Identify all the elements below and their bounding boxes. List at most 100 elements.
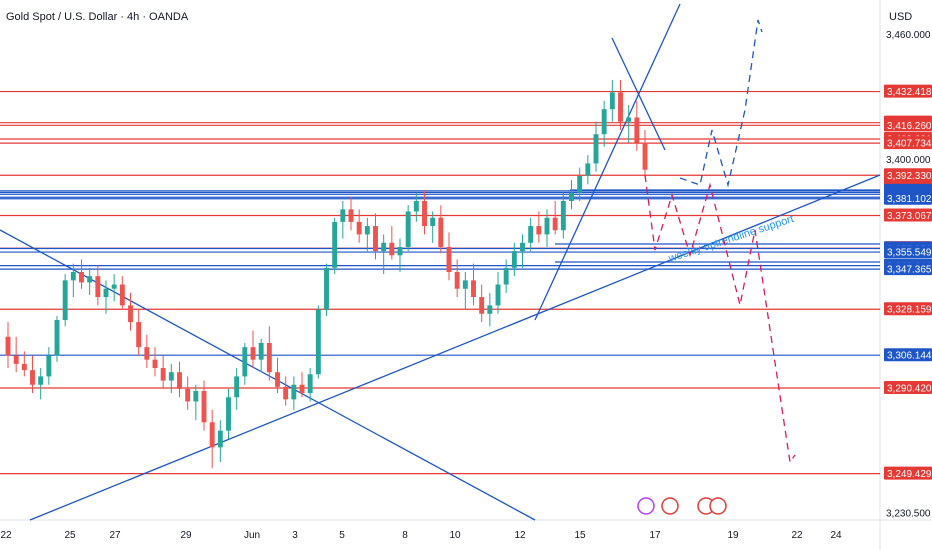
candle	[552, 201, 558, 235]
candle	[258, 338, 264, 373]
time-tick-label: 10	[449, 530, 461, 541]
price-tag-label: 3,355.549	[887, 248, 932, 259]
candle	[201, 380, 207, 431]
candle	[389, 226, 395, 260]
price-tag-label: 3,392.330	[887, 171, 932, 182]
forecast-paths	[644, 19, 796, 464]
candle	[503, 259, 509, 293]
time-tick-label: 22	[0, 530, 12, 541]
candle	[495, 272, 501, 314]
candle	[144, 334, 150, 369]
candle	[642, 130, 648, 176]
candle	[422, 190, 427, 235]
time-tick-label: 25	[64, 530, 76, 541]
price-tag	[884, 245, 932, 259]
candle	[21, 351, 27, 377]
candle	[87, 267, 93, 295]
candle	[38, 368, 44, 400]
candle	[511, 242, 517, 277]
candle	[364, 217, 370, 252]
candle	[168, 363, 174, 394]
price-axis: 3,432.4183,417.5293,416.2603,409.6913,40…	[884, 30, 932, 520]
trendline	[611, 37, 666, 151]
candle	[95, 265, 101, 306]
price-tag-label: 3,290.420	[887, 384, 932, 395]
time-tick-label: 3	[292, 530, 298, 541]
candle	[160, 355, 166, 389]
candle	[471, 263, 476, 306]
price-tag	[884, 466, 932, 480]
time-axis: 22 25 27 29 Jun 3 5 8 10 12 15 17 19 22 24	[0, 530, 842, 541]
candle	[193, 384, 199, 421]
time-tick-label: 24	[830, 530, 842, 541]
time-tick-label: 19	[727, 530, 739, 541]
candle	[462, 272, 468, 310]
candle	[217, 420, 223, 462]
candle	[430, 211, 436, 243]
event-icons	[637, 497, 727, 515]
candle	[609, 79, 615, 122]
candle	[446, 232, 452, 281]
candle	[128, 292, 133, 331]
candle	[79, 259, 84, 289]
candle	[577, 167, 583, 202]
candle	[569, 180, 574, 210]
price-tag	[884, 118, 932, 132]
price-tag	[884, 191, 932, 205]
candle	[340, 201, 346, 239]
price-tag-label: 3,306.144	[887, 351, 932, 362]
price-tag	[884, 208, 932, 222]
economic-event-icon[interactable]	[637, 497, 655, 515]
candle	[307, 368, 313, 402]
price-tag	[884, 84, 932, 98]
candle	[520, 234, 525, 268]
candle	[234, 368, 240, 410]
price-tag-label: 3,328.159	[887, 305, 932, 316]
time-tick-label: 12	[514, 530, 526, 541]
candle	[242, 342, 248, 385]
price-tag-label: 3,249.429	[887, 469, 932, 480]
candle	[618, 79, 623, 131]
candle	[454, 259, 460, 298]
axis-price-label: 3,230.500	[886, 509, 931, 520]
candle	[560, 192, 566, 239]
economic-event-icon[interactable]	[709, 497, 727, 515]
candle	[111, 274, 117, 302]
price-tag-label: 3,347.365	[887, 265, 932, 276]
candle	[634, 100, 640, 151]
candle	[266, 326, 272, 381]
candle	[413, 192, 419, 222]
price-tag-label: 3,432.418	[887, 87, 932, 98]
chart-title: Gold Spot / U.S. Dollar · 4h · OANDA	[6, 11, 189, 23]
bullish-forecast-path	[679, 19, 763, 188]
price-tag	[884, 381, 932, 395]
price-tag	[884, 302, 932, 316]
candle	[54, 315, 60, 362]
economic-event-icon[interactable]	[661, 497, 679, 515]
candle	[601, 100, 607, 147]
candle	[5, 322, 11, 369]
candle	[103, 280, 109, 314]
price-tag	[884, 348, 932, 362]
time-tick-label: 27	[109, 530, 121, 541]
candle	[626, 104, 632, 143]
candle	[299, 372, 305, 398]
candle	[348, 196, 354, 231]
candle	[381, 234, 387, 275]
candle	[30, 355, 35, 394]
candle	[528, 217, 534, 252]
candle	[119, 276, 125, 310]
currency-label[interactable]: USD	[889, 11, 913, 23]
candle	[593, 121, 599, 172]
candle	[177, 361, 182, 398]
candle	[46, 347, 52, 385]
candle	[438, 205, 444, 254]
trendline	[29, 174, 881, 521]
trendline	[534, 3, 681, 321]
trendline-annotation: weekly uptrendline support	[666, 213, 795, 265]
bearish-forecast-path	[644, 174, 796, 464]
axis-price-label: 3,460.000	[886, 30, 931, 41]
candle	[544, 209, 550, 247]
time-tick-label: 5	[339, 530, 345, 541]
